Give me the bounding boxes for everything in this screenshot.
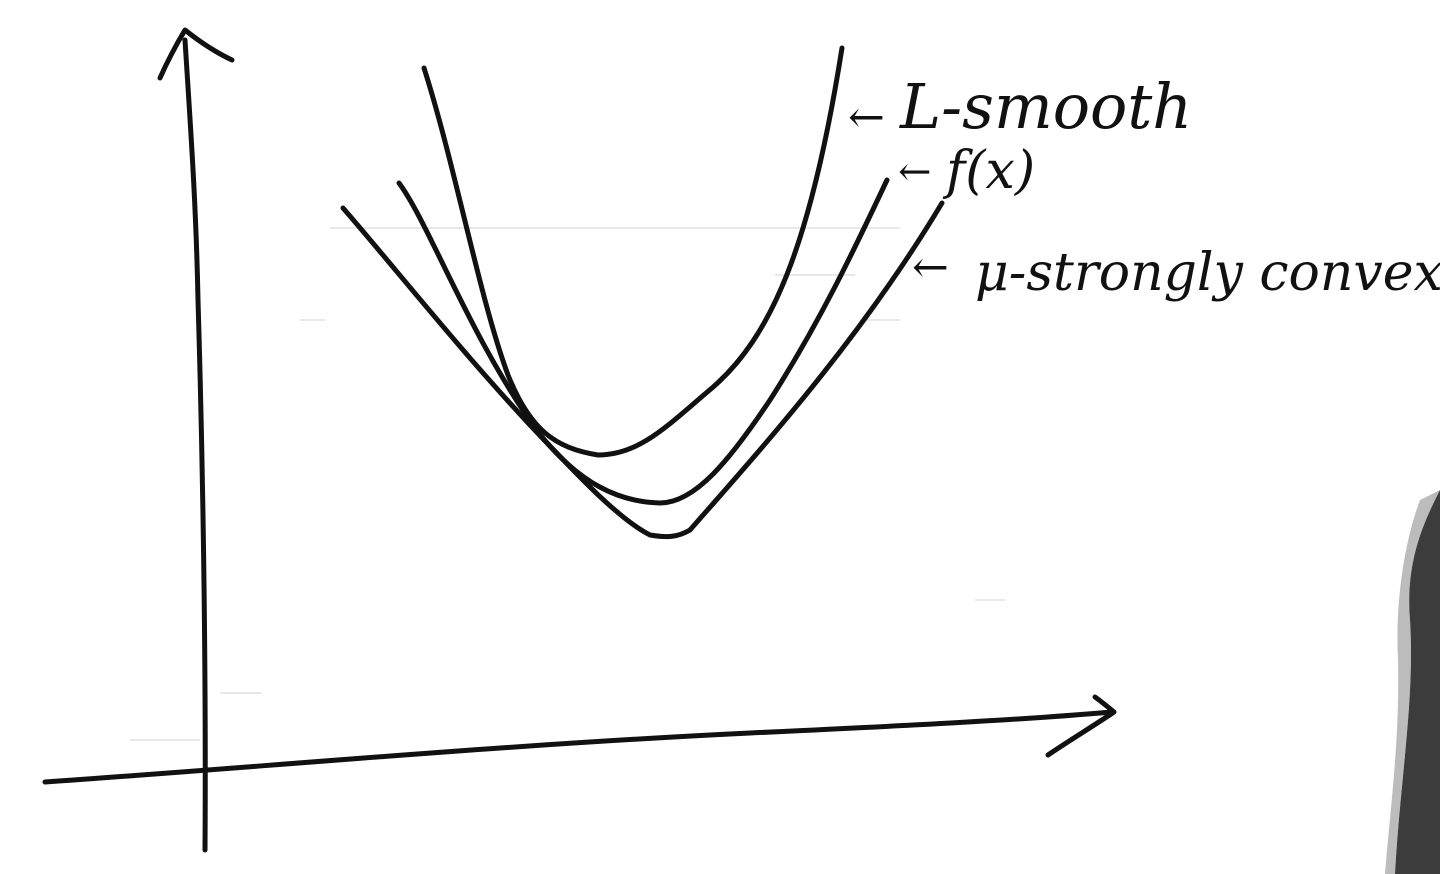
curve-mu-convex — [340, 200, 945, 540]
label-f: ← f(x) — [898, 141, 1035, 201]
scan-shadow — [1385, 490, 1440, 874]
axes — [42, 27, 1117, 853]
curve-label-mu-convex: μ-strongly convex — [975, 243, 1440, 303]
y-axis — [182, 37, 208, 853]
label-mu-convex: ← μ-strongly convex — [912, 242, 1440, 303]
curve-label-f: f(x) — [942, 141, 1035, 201]
curve-l-smooth — [421, 45, 845, 458]
curve-f — [396, 177, 890, 506]
y-axis-arrowhead — [157, 27, 235, 81]
label-l-smooth: ← L-smooth — [848, 70, 1192, 143]
arrow-left-icon: ← — [912, 242, 949, 293]
curves — [340, 45, 945, 540]
labels: ← L-smooth ← f(x) ← μ-strongly convex — [848, 70, 1440, 303]
x-axis-arrowhead — [1045, 694, 1117, 758]
curve-label-l-smooth: L-smooth — [899, 70, 1192, 143]
arrow-left-icon: ← — [848, 92, 885, 143]
arrow-left-icon: ← — [898, 149, 932, 195]
x-axis — [42, 709, 1115, 785]
